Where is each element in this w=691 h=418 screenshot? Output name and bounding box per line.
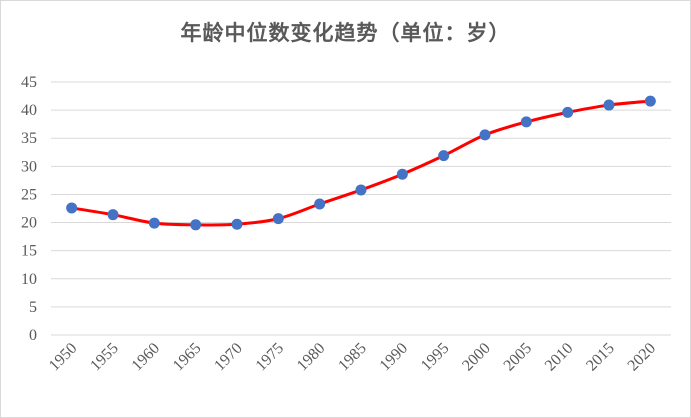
data-point (603, 99, 615, 111)
x-tick-label: 1995 (418, 340, 453, 375)
x-tick-label: 2010 (542, 340, 577, 375)
data-point (190, 219, 202, 231)
x-tick-label: 1985 (335, 340, 370, 375)
data-point (314, 198, 326, 210)
data-point (438, 150, 450, 162)
y-tick-label: 45 (21, 74, 37, 91)
data-point (644, 95, 656, 107)
y-tick-label: 15 (21, 243, 37, 260)
y-tick-label: 0 (29, 327, 37, 344)
y-tick-label: 5 (29, 299, 37, 316)
data-point (107, 209, 119, 221)
data-point (520, 116, 532, 128)
y-tick-label: 35 (21, 130, 37, 147)
y-tick-label: 40 (21, 102, 37, 119)
x-tick-label: 2000 (459, 340, 494, 375)
series-line (70, 99, 652, 227)
data-point (148, 217, 160, 229)
y-tick-label: 20 (21, 215, 37, 232)
x-tick-label: 1955 (87, 340, 122, 375)
data-point (231, 218, 243, 230)
data-point (479, 129, 491, 141)
x-tick-label: 2015 (583, 340, 618, 375)
x-tick-label: 1980 (294, 340, 329, 375)
y-tick-label: 30 (21, 158, 37, 175)
x-tick-label: 1965 (170, 340, 205, 375)
data-point (396, 168, 408, 180)
x-tick-label: 1970 (211, 340, 246, 375)
x-tick-label: 1990 (377, 340, 412, 375)
x-tick-label: 2020 (625, 340, 660, 375)
x-tick-label: 1950 (46, 340, 81, 375)
data-point (272, 213, 284, 225)
y-tick-label: 25 (21, 186, 37, 203)
data-point (355, 184, 367, 196)
data-point (66, 202, 78, 214)
y-tick-label: 10 (21, 271, 37, 288)
x-tick-label: 1960 (129, 340, 164, 375)
x-tick-label: 2005 (501, 340, 536, 375)
data-point (562, 106, 574, 118)
x-tick-label: 1975 (253, 340, 288, 375)
chart-title: 年龄中位数变化趋势（单位：岁） (180, 20, 511, 45)
